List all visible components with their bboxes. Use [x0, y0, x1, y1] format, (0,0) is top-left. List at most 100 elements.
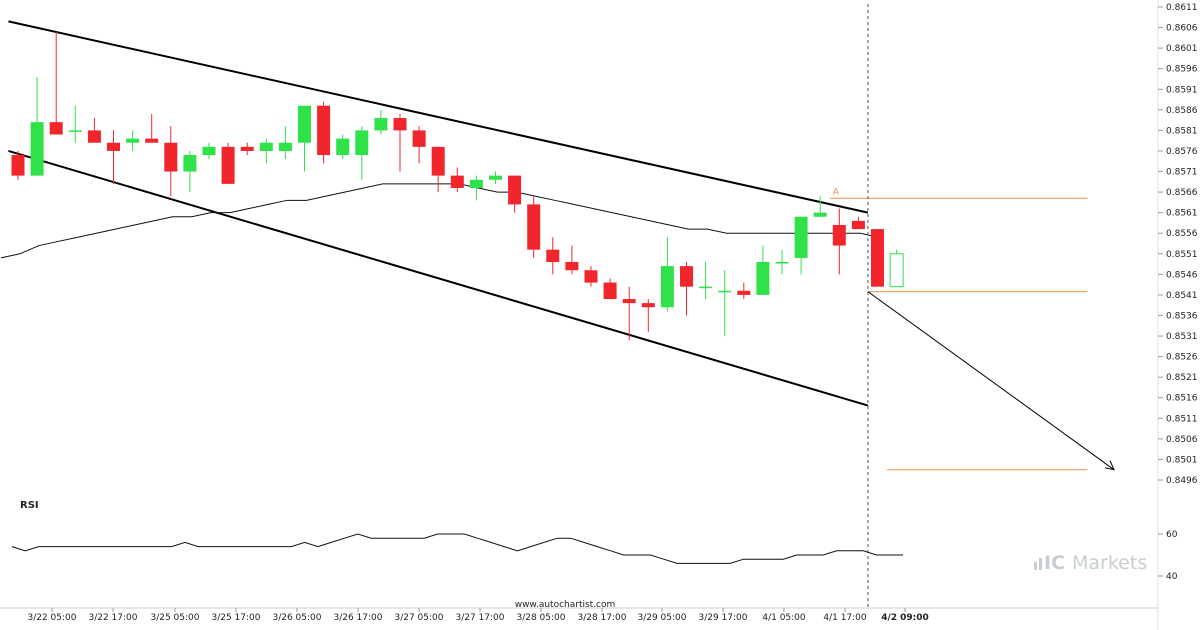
arrow-head — [1104, 460, 1115, 471]
candle-body — [30, 122, 44, 176]
candle-body — [412, 130, 426, 147]
candle-body — [889, 253, 904, 288]
y-tick-label: 0.8526 — [1166, 353, 1198, 363]
y-axis: 0.8611 0.8606 0.8601 0.8596 0.8591 0.8586 0.85… — [1157, 0, 1198, 630]
candle — [489, 171, 502, 184]
candle — [49, 31, 63, 135]
y-tick-label: 0.8501 — [1166, 455, 1198, 465]
candle-body — [565, 262, 579, 271]
brand-ic-text: IC — [1044, 552, 1065, 574]
y-tick-label: 0.8556 — [1166, 229, 1198, 239]
candle — [450, 167, 464, 193]
candle-body — [183, 155, 197, 172]
x-tick-label: 4/1 17:00 — [823, 613, 867, 623]
candle — [469, 175, 483, 201]
candle-body — [393, 118, 407, 131]
brand-bars-icon — [1034, 558, 1042, 570]
candle-body — [107, 142, 120, 151]
candle — [832, 208, 846, 275]
candle-body — [641, 303, 655, 308]
candle — [87, 118, 101, 143]
candle — [393, 113, 407, 172]
brand-logo: IC Markets — [1034, 552, 1147, 574]
y-tick-label: 0.8601 — [1166, 44, 1198, 54]
candle — [259, 138, 273, 164]
candle — [202, 142, 216, 160]
candle-body — [718, 290, 732, 293]
y-tick-label: 0.8551 — [1166, 250, 1198, 260]
projection-arrow — [867, 291, 1115, 471]
brand-markets-text: Markets — [1072, 552, 1147, 574]
arrow-line — [867, 291, 1115, 471]
x-tick-label: 3/29 05:00 — [637, 613, 686, 623]
candle-body — [775, 262, 789, 264]
channel-lower-line — [8, 149, 869, 407]
candle-body — [221, 146, 235, 184]
y-tick-label: 0.8531 — [1166, 332, 1198, 342]
x-tick-label: 3/27 17:00 — [455, 613, 504, 623]
trend-channel — [8, 20, 869, 407]
candle — [508, 175, 522, 213]
candle-body — [374, 118, 388, 131]
x-tick-label: 3/26 05:00 — [272, 613, 321, 623]
candle — [871, 229, 884, 287]
candle-body — [680, 266, 693, 287]
candle-body — [699, 286, 713, 289]
candle-body — [584, 270, 598, 283]
candle-body — [871, 229, 884, 287]
y-tick-label: 0.8591 — [1166, 85, 1198, 95]
candle-body — [431, 146, 445, 176]
candle-body — [851, 220, 865, 230]
candle-body — [469, 179, 483, 188]
y-tick-label: 0.8511 — [1166, 414, 1198, 424]
y-tick-label: 0.8571 — [1166, 168, 1198, 178]
candle — [889, 249, 904, 288]
x-tick-label: 3/28 05:00 — [516, 613, 565, 623]
rsi-axis: 60 40 — [1158, 530, 1178, 582]
candle — [660, 237, 674, 312]
candle — [431, 146, 445, 193]
candle — [527, 196, 541, 258]
candles — [11, 31, 904, 341]
moving-average-line — [0, 183, 880, 259]
candle — [11, 150, 25, 180]
rsi-label: RSI — [20, 500, 39, 511]
candle — [603, 278, 617, 300]
candle-body — [450, 175, 464, 188]
candle — [126, 130, 140, 151]
candle — [68, 105, 82, 143]
candle-body — [737, 290, 751, 295]
candle-body — [622, 299, 636, 304]
candle-body — [603, 282, 617, 300]
y-tick-label: 0.8611 — [1166, 3, 1198, 13]
rsi-tick-label: 60 — [1166, 530, 1178, 540]
x-tick-label: 3/28 17:00 — [577, 613, 626, 623]
candle-body — [68, 130, 82, 132]
y-tick-label: 0.8561 — [1166, 209, 1198, 219]
x-tick-label: 3/25 17:00 — [211, 613, 260, 623]
candle — [584, 266, 598, 287]
candle-body — [794, 216, 808, 258]
candle — [240, 142, 254, 156]
candle-body — [546, 249, 560, 263]
candle-body — [832, 224, 846, 246]
candle-body — [317, 105, 331, 156]
candle — [278, 126, 292, 160]
y-tick-label: 0.8586 — [1166, 106, 1198, 116]
x-tick-label: 4/2 09:00 — [881, 613, 929, 623]
x-tick-label: 4/1 05:00 — [762, 613, 806, 623]
candle — [374, 109, 388, 135]
rsi-panel: RSI — [11, 500, 904, 564]
candle — [794, 216, 808, 275]
candle-body — [660, 266, 674, 308]
candle-body — [527, 204, 541, 250]
rsi-tick-label: 40 — [1166, 572, 1178, 582]
candle-body — [489, 175, 502, 180]
candle — [30, 76, 44, 176]
candle-body — [336, 138, 350, 156]
candle — [336, 134, 350, 160]
candle — [699, 262, 713, 300]
rsi-line — [11, 533, 904, 564]
candle — [718, 270, 732, 337]
